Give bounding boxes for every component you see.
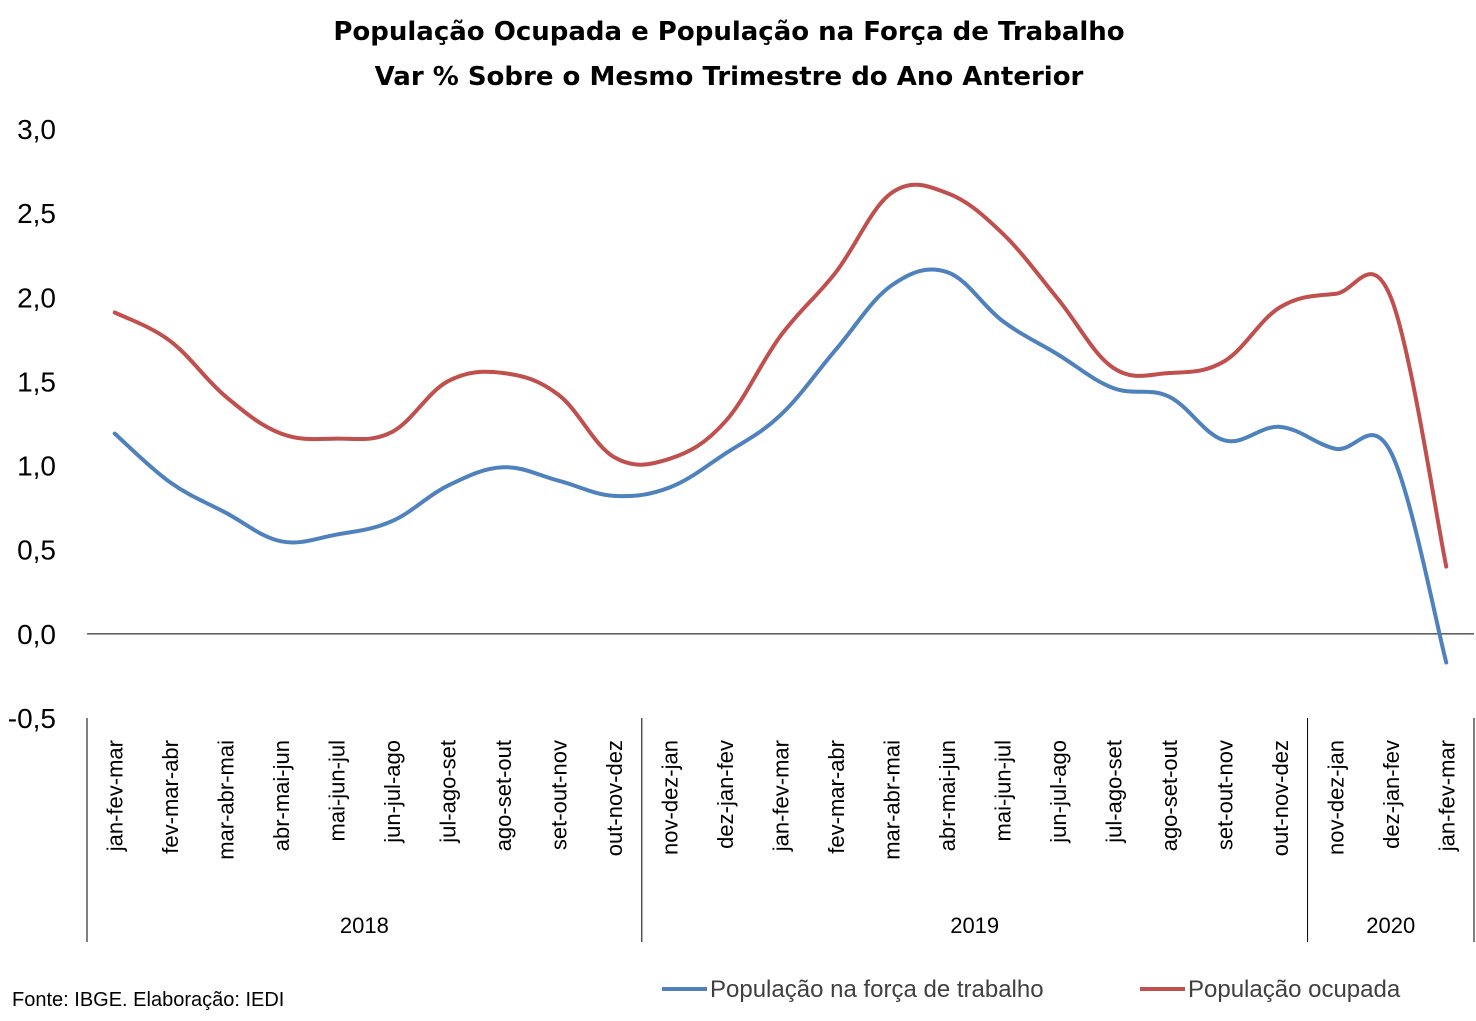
x-axis: jan-fev-mar fev-mar-abr mar-abr-mai abr-mai… (86, 718, 1475, 942)
x-tick-label: jul-ago-set (1101, 740, 1126, 844)
x-tick-label: out-nov-dez (1268, 740, 1293, 856)
x-tick-label: mai-jun-jul (990, 740, 1015, 841)
x-tick-label: abr-mai-jun (269, 740, 294, 851)
series-layer (112, 182, 1449, 665)
y-tick-label: 2,0 (17, 282, 56, 313)
y-tick-label: 1,5 (17, 366, 56, 397)
source-note: Fonte: IBGE. Elaboração: IEDI (12, 989, 284, 1011)
x-tick-label: jun-jul-ago (380, 740, 405, 844)
year-group-label: 2018 (340, 913, 389, 938)
y-tick-label: 0,0 (17, 619, 56, 650)
x-tick-label: fev-mar-abr (824, 740, 849, 854)
y-axis: 3,0 2,5 2,0 1,5 1,0 0,5 0,0 -0,5 (8, 114, 56, 734)
legend-label-labor-force: População na força de trabalho (710, 976, 1044, 1003)
x-tick-label: dez-jan-fev (713, 740, 738, 849)
legend: População na força de trabalho População… (662, 976, 1401, 1003)
x-tick-label: set-out-nov (547, 740, 572, 850)
x-tick-label: ago-set-out (1157, 740, 1182, 851)
x-tick-label: jan-fev-mar (103, 740, 128, 852)
year-group-label: 2019 (950, 913, 999, 938)
x-tick-label: out-nov-dez (602, 740, 627, 856)
x-tick-label: nov-dez-jan (658, 740, 683, 855)
series-line-labor-force (112, 267, 1449, 665)
x-tick-label: jun-jul-ago (1046, 740, 1071, 844)
x-tick-label: set-out-nov (1212, 740, 1237, 850)
x-tick-label: nov-dez-jan (1323, 740, 1348, 855)
x-tick-label: mai-jun-jul (325, 740, 350, 841)
x-tick-label: jan-fev-mar (769, 740, 794, 852)
x-tick-label: mar-abr-mai (214, 740, 239, 860)
year-group-label: 2020 (1366, 913, 1415, 938)
y-tick-label: -0,5 (8, 703, 56, 734)
y-tick-label: 3,0 (17, 114, 56, 145)
y-tick-label: 0,5 (17, 535, 56, 566)
chart-subtitle: Var % Sobre o Mesmo Trimestre do Ano Ant… (375, 62, 1084, 92)
series-line-employed (112, 182, 1449, 569)
y-tick-label: 1,0 (17, 451, 56, 482)
x-tick-label: abr-mai-jun (935, 740, 960, 851)
x-tick-label: jan-fev-mar (1434, 740, 1459, 852)
legend-label-employed: População ocupada (1188, 976, 1401, 1003)
x-tick-label: jul-ago-set (436, 740, 461, 844)
x-tick-label: mar-abr-mai (879, 740, 904, 860)
x-tick-label: fev-mar-abr (158, 740, 183, 854)
x-tick-label: ago-set-out (491, 740, 516, 851)
y-tick-label: 2,5 (17, 198, 56, 229)
x-tick-label: dez-jan-fev (1379, 740, 1404, 849)
chart-title: População Ocupada e População na Força d… (333, 17, 1124, 47)
